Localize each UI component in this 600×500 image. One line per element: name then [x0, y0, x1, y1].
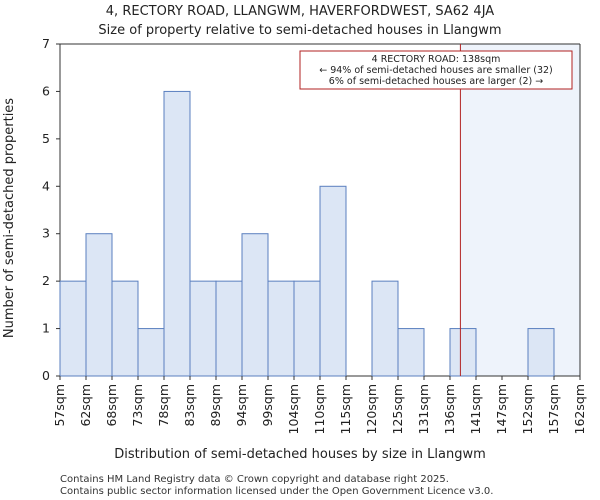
- bar: [59, 280, 87, 377]
- bar: [85, 233, 113, 377]
- x-tick-label: 147sqm: [494, 384, 509, 434]
- bar: [319, 185, 347, 377]
- x-tick-label: 94sqm: [234, 384, 249, 427]
- bar: [189, 280, 217, 377]
- annotation-line-1: 4 RECTORY ROAD: 138sqm: [372, 54, 501, 65]
- bar: [397, 328, 425, 377]
- x-tick-label: 125sqm: [390, 384, 405, 434]
- x-tick-label: 110sqm: [312, 384, 327, 434]
- x-tick-label: 68sqm: [104, 384, 119, 427]
- plot-area: 0 1 2 3 4 5 6 7 57sqm 62sqm 68sqm 73sqm 78sqm 83sqm 89…: [42, 36, 587, 434]
- y-tick-label: 2: [42, 273, 50, 288]
- bar: [267, 280, 295, 377]
- y-tick-label: 6: [42, 83, 50, 98]
- footer-line-2: Contains public sector information licen…: [60, 486, 493, 497]
- y-tick-label: 3: [42, 226, 50, 241]
- x-tick-label: 78sqm: [156, 384, 171, 427]
- x-tick-label: 120sqm: [364, 384, 379, 434]
- x-tick-label: 162sqm: [572, 384, 587, 434]
- bar: [527, 328, 555, 377]
- x-tick-label: 136sqm: [442, 384, 457, 434]
- x-tick-label: 57sqm: [52, 384, 67, 427]
- x-tick-label: 131sqm: [416, 384, 431, 434]
- chart-subtitle: Size of property relative to semi-detach…: [98, 23, 501, 38]
- y-tick-label: 7: [42, 36, 50, 51]
- y-tick-label: 5: [42, 131, 50, 146]
- bar: [449, 328, 477, 377]
- x-tick-label: 62sqm: [78, 384, 93, 427]
- x-tick-label: 99sqm: [260, 384, 275, 427]
- x-tick-label: 89sqm: [208, 384, 223, 427]
- bar: [293, 280, 321, 377]
- larger-region-highlight: [460, 44, 580, 376]
- x-tick-label: 73sqm: [130, 384, 145, 427]
- bar: [137, 328, 165, 377]
- x-axis-label: Distribution of semi-detached houses by …: [114, 447, 486, 462]
- x-tick-label: 157sqm: [546, 384, 561, 434]
- x-tick-label: 141sqm: [468, 384, 483, 434]
- y-tick-label: 1: [42, 321, 50, 336]
- y-axis-label: Number of semi-detached properties: [2, 98, 17, 338]
- annotation-line-2: ← 94% of semi-detached houses are smalle…: [319, 65, 553, 76]
- y-tick-label: 4: [42, 178, 50, 193]
- y-tick-label: 0: [42, 368, 50, 383]
- x-tick-label: 152sqm: [520, 384, 535, 434]
- x-tick-label: 83sqm: [182, 384, 197, 427]
- x-tick-label: 115sqm: [338, 384, 353, 434]
- x-tick-label: 104sqm: [286, 384, 301, 434]
- annotation-box: [299, 50, 573, 90]
- bar: [371, 280, 399, 377]
- annotation-line-3: 6% of semi-detached houses are larger (2…: [329, 76, 543, 87]
- footer-line-1: Contains HM Land Registry data © Crown c…: [60, 474, 449, 485]
- chart-title: 4, RECTORY ROAD, LLANGWM, HAVERFORDWEST,…: [106, 4, 495, 19]
- bar: [215, 280, 243, 377]
- bar: [241, 233, 269, 377]
- bar: [111, 280, 139, 377]
- bar: [163, 90, 191, 377]
